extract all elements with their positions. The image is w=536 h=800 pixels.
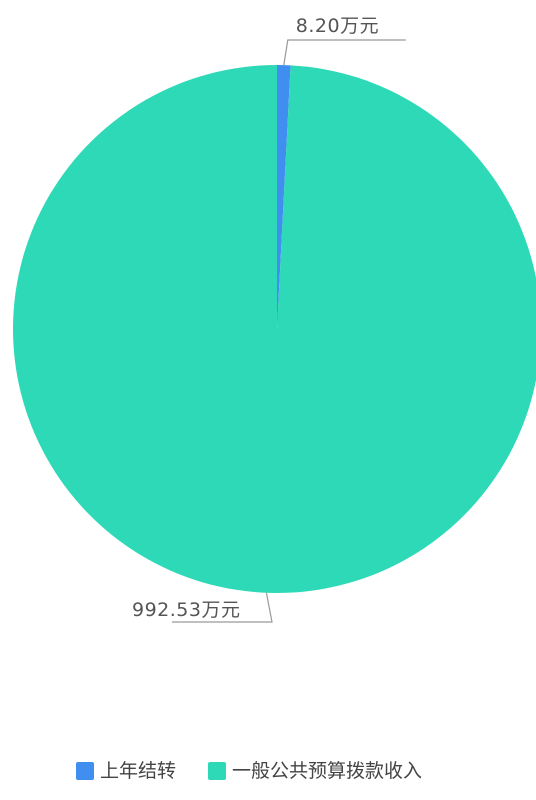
- slice-label-1: 8.20万元: [296, 15, 379, 37]
- leader-line-2: [172, 592, 273, 623]
- leader-line-1: [283, 39, 406, 66]
- pie-slices: [13, 65, 536, 593]
- pie-slice-2[interactable]: [13, 65, 536, 593]
- slice-labels: 8.20万元 992.53万元: [132, 15, 379, 621]
- legend-label-2: 一般公共预算拨款收入: [232, 760, 422, 782]
- slice-label-2: 992.53万元: [132, 599, 240, 621]
- legend-item-1[interactable]: 上年结转: [76, 760, 176, 782]
- legend-swatch-1: [76, 762, 94, 780]
- leader-lines: [172, 39, 406, 623]
- pie-slice-1[interactable]: [277, 65, 291, 329]
- legend-label-1: 上年结转: [100, 760, 176, 782]
- legend: 上年结转 一般公共预算拨款收入: [76, 760, 422, 782]
- legend-swatch-2: [208, 762, 226, 780]
- legend-item-2[interactable]: 一般公共预算拨款收入: [208, 760, 422, 782]
